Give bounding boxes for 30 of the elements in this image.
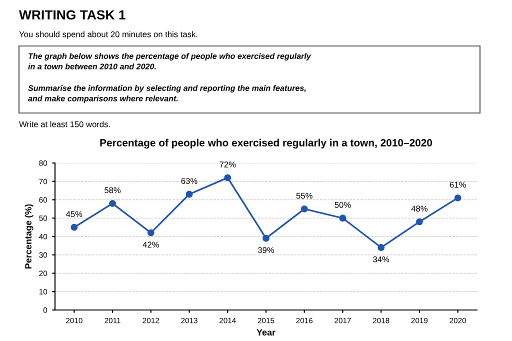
text: Write at least 150 words.	[19, 121, 110, 128]
text: WRITING TASK 1	[19, 10, 126, 20]
data-label: 63%	[181, 178, 198, 184]
text: The graph below shows the percentage of people who exercised regularly in a town between 2010 and 2020.	[28, 53, 312, 70]
point	[224, 174, 232, 182]
point	[339, 214, 346, 222]
data-label: 48%	[411, 206, 428, 212]
data-label: 72%	[220, 162, 236, 168]
point	[70, 224, 78, 231]
point	[147, 229, 154, 236]
data-label: 39%	[258, 247, 274, 254]
y-axis-title: Percentage (%)	[24, 204, 34, 269]
data-label: 34%	[373, 256, 390, 262]
data-label: 50%	[334, 202, 351, 208]
data-label: 61%	[450, 182, 466, 188]
x-axis-title: Year	[256, 329, 276, 336]
chart-title: Percentage of people who exercised regularly in a town, 2010–2020	[100, 138, 432, 149]
point	[109, 200, 116, 207]
point	[300, 205, 308, 212]
data-label: 42%	[142, 242, 159, 248]
point	[262, 234, 270, 242]
data-label: 58%	[104, 187, 121, 194]
point	[378, 244, 385, 251]
point	[416, 218, 423, 226]
data-label: 55%	[296, 192, 312, 199]
point	[454, 194, 462, 202]
text: You should spend about 20 minutes on this task.	[19, 31, 198, 39]
data-label: 45%	[66, 211, 82, 218]
point	[186, 190, 193, 198]
text: Summarise the information by selecting and reporting the main features, and make comparisons where relevant.	[28, 85, 306, 103]
